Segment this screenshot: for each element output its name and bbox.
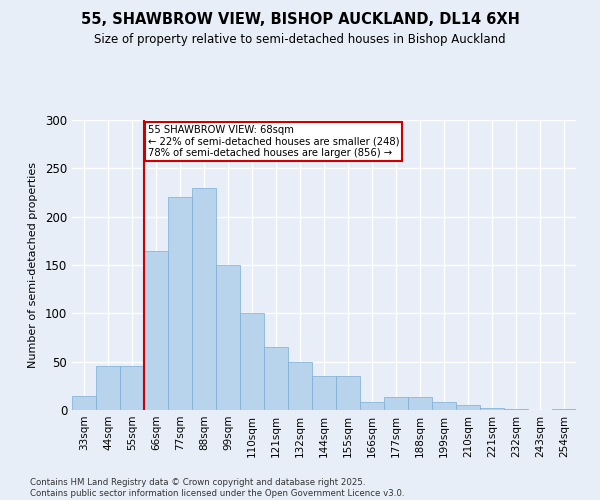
Text: Contains HM Land Registry data © Crown copyright and database right 2025.
Contai: Contains HM Land Registry data © Crown c… xyxy=(30,478,404,498)
Bar xyxy=(96,366,120,410)
Bar xyxy=(336,376,360,410)
Bar xyxy=(264,347,288,410)
Bar xyxy=(168,198,192,410)
Bar xyxy=(312,376,336,410)
Bar xyxy=(192,188,216,410)
Bar xyxy=(216,265,240,410)
Bar xyxy=(72,396,96,410)
Bar xyxy=(288,362,312,410)
Bar xyxy=(456,405,480,410)
Y-axis label: Number of semi-detached properties: Number of semi-detached properties xyxy=(28,162,38,368)
Bar xyxy=(240,314,264,410)
Bar xyxy=(144,250,168,410)
Bar xyxy=(120,366,144,410)
Text: 55 SHAWBROW VIEW: 68sqm
← 22% of semi-detached houses are smaller (248)
78% of s: 55 SHAWBROW VIEW: 68sqm ← 22% of semi-de… xyxy=(148,125,399,158)
Bar xyxy=(552,409,576,410)
Bar xyxy=(360,402,384,410)
Bar xyxy=(432,402,456,410)
Bar xyxy=(384,398,408,410)
Text: 55, SHAWBROW VIEW, BISHOP AUCKLAND, DL14 6XH: 55, SHAWBROW VIEW, BISHOP AUCKLAND, DL14… xyxy=(80,12,520,28)
Bar xyxy=(408,398,432,410)
Bar xyxy=(504,409,528,410)
Text: Size of property relative to semi-detached houses in Bishop Auckland: Size of property relative to semi-detach… xyxy=(94,32,506,46)
Bar xyxy=(480,408,504,410)
